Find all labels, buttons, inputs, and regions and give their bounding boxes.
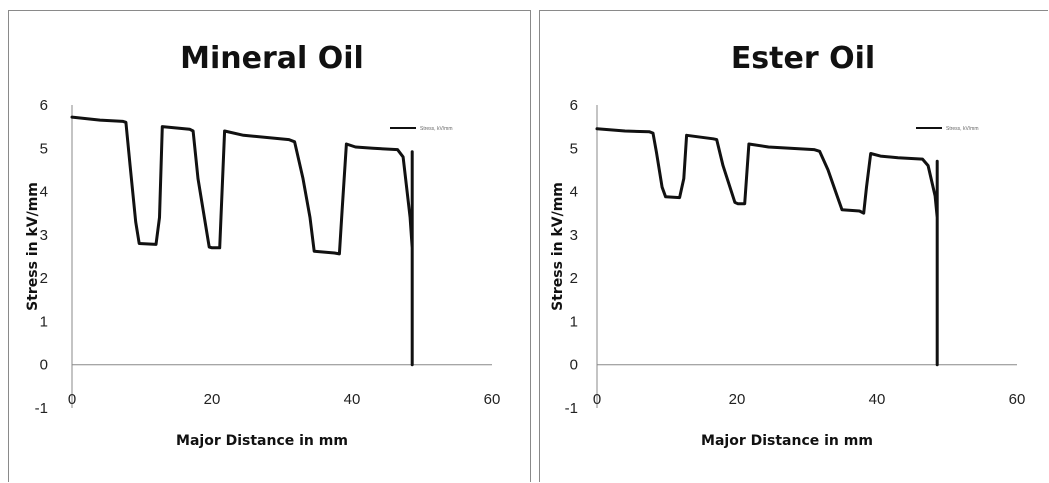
chart-panel-mineral-oil: Mineral Oil -1 0 1 2 3 4 5 6 0 20 40 60 Major Distanc… — [8, 10, 531, 482]
y-axis-title: Stress in kV/mm — [25, 182, 41, 311]
chart-title: Mineral Oil — [180, 41, 364, 76]
y-tick-label: 1 — [570, 313, 578, 330]
x-tick-label: 40 — [869, 391, 886, 408]
y-tick-label: 5 — [570, 140, 578, 157]
y-tick-label: -1 — [565, 400, 578, 417]
x-tick-label: 0 — [593, 391, 601, 408]
y-tick-label: 3 — [570, 227, 578, 244]
series-line-stress — [595, 127, 939, 367]
x-axis-title: Major Distance in mm — [176, 433, 348, 449]
x-tick-label: 20 — [204, 391, 221, 408]
x-tick-label: 0 — [68, 391, 76, 408]
legend-label: Stress, kV/mm — [420, 126, 453, 132]
legend-label: Stress, kV/mm — [946, 126, 979, 132]
chart-title: Ester Oil — [731, 41, 875, 76]
y-axis-title: Stress in kV/mm — [550, 182, 566, 311]
x-tick-label: 20 — [729, 391, 746, 408]
y-tick-label: 2 — [40, 270, 48, 287]
y-tick-label: 6 — [40, 97, 48, 114]
x-axis-title: Major Distance in mm — [701, 433, 873, 449]
x-tick-label: 60 — [484, 391, 501, 408]
y-tick-label: 3 — [40, 227, 48, 244]
chart-panel-ester-oil: Ester Oil -1 0 1 2 3 4 5 6 0 20 40 60 Major Distance … — [539, 10, 1048, 482]
y-tick-label: 2 — [570, 270, 578, 287]
y-tick-label: 6 — [570, 97, 578, 114]
y-tick-label: 4 — [570, 184, 578, 201]
y-tick-label: 4 — [40, 184, 48, 201]
y-tick-label: 1 — [40, 313, 48, 330]
y-tick-label: 0 — [40, 357, 48, 374]
x-tick-label: 60 — [1009, 391, 1026, 408]
y-tick-label: 0 — [570, 357, 578, 374]
y-tick-label: 5 — [40, 140, 48, 157]
y-tick-label: -1 — [35, 400, 48, 417]
series-line-stress — [70, 115, 414, 367]
x-tick-label: 40 — [344, 391, 361, 408]
